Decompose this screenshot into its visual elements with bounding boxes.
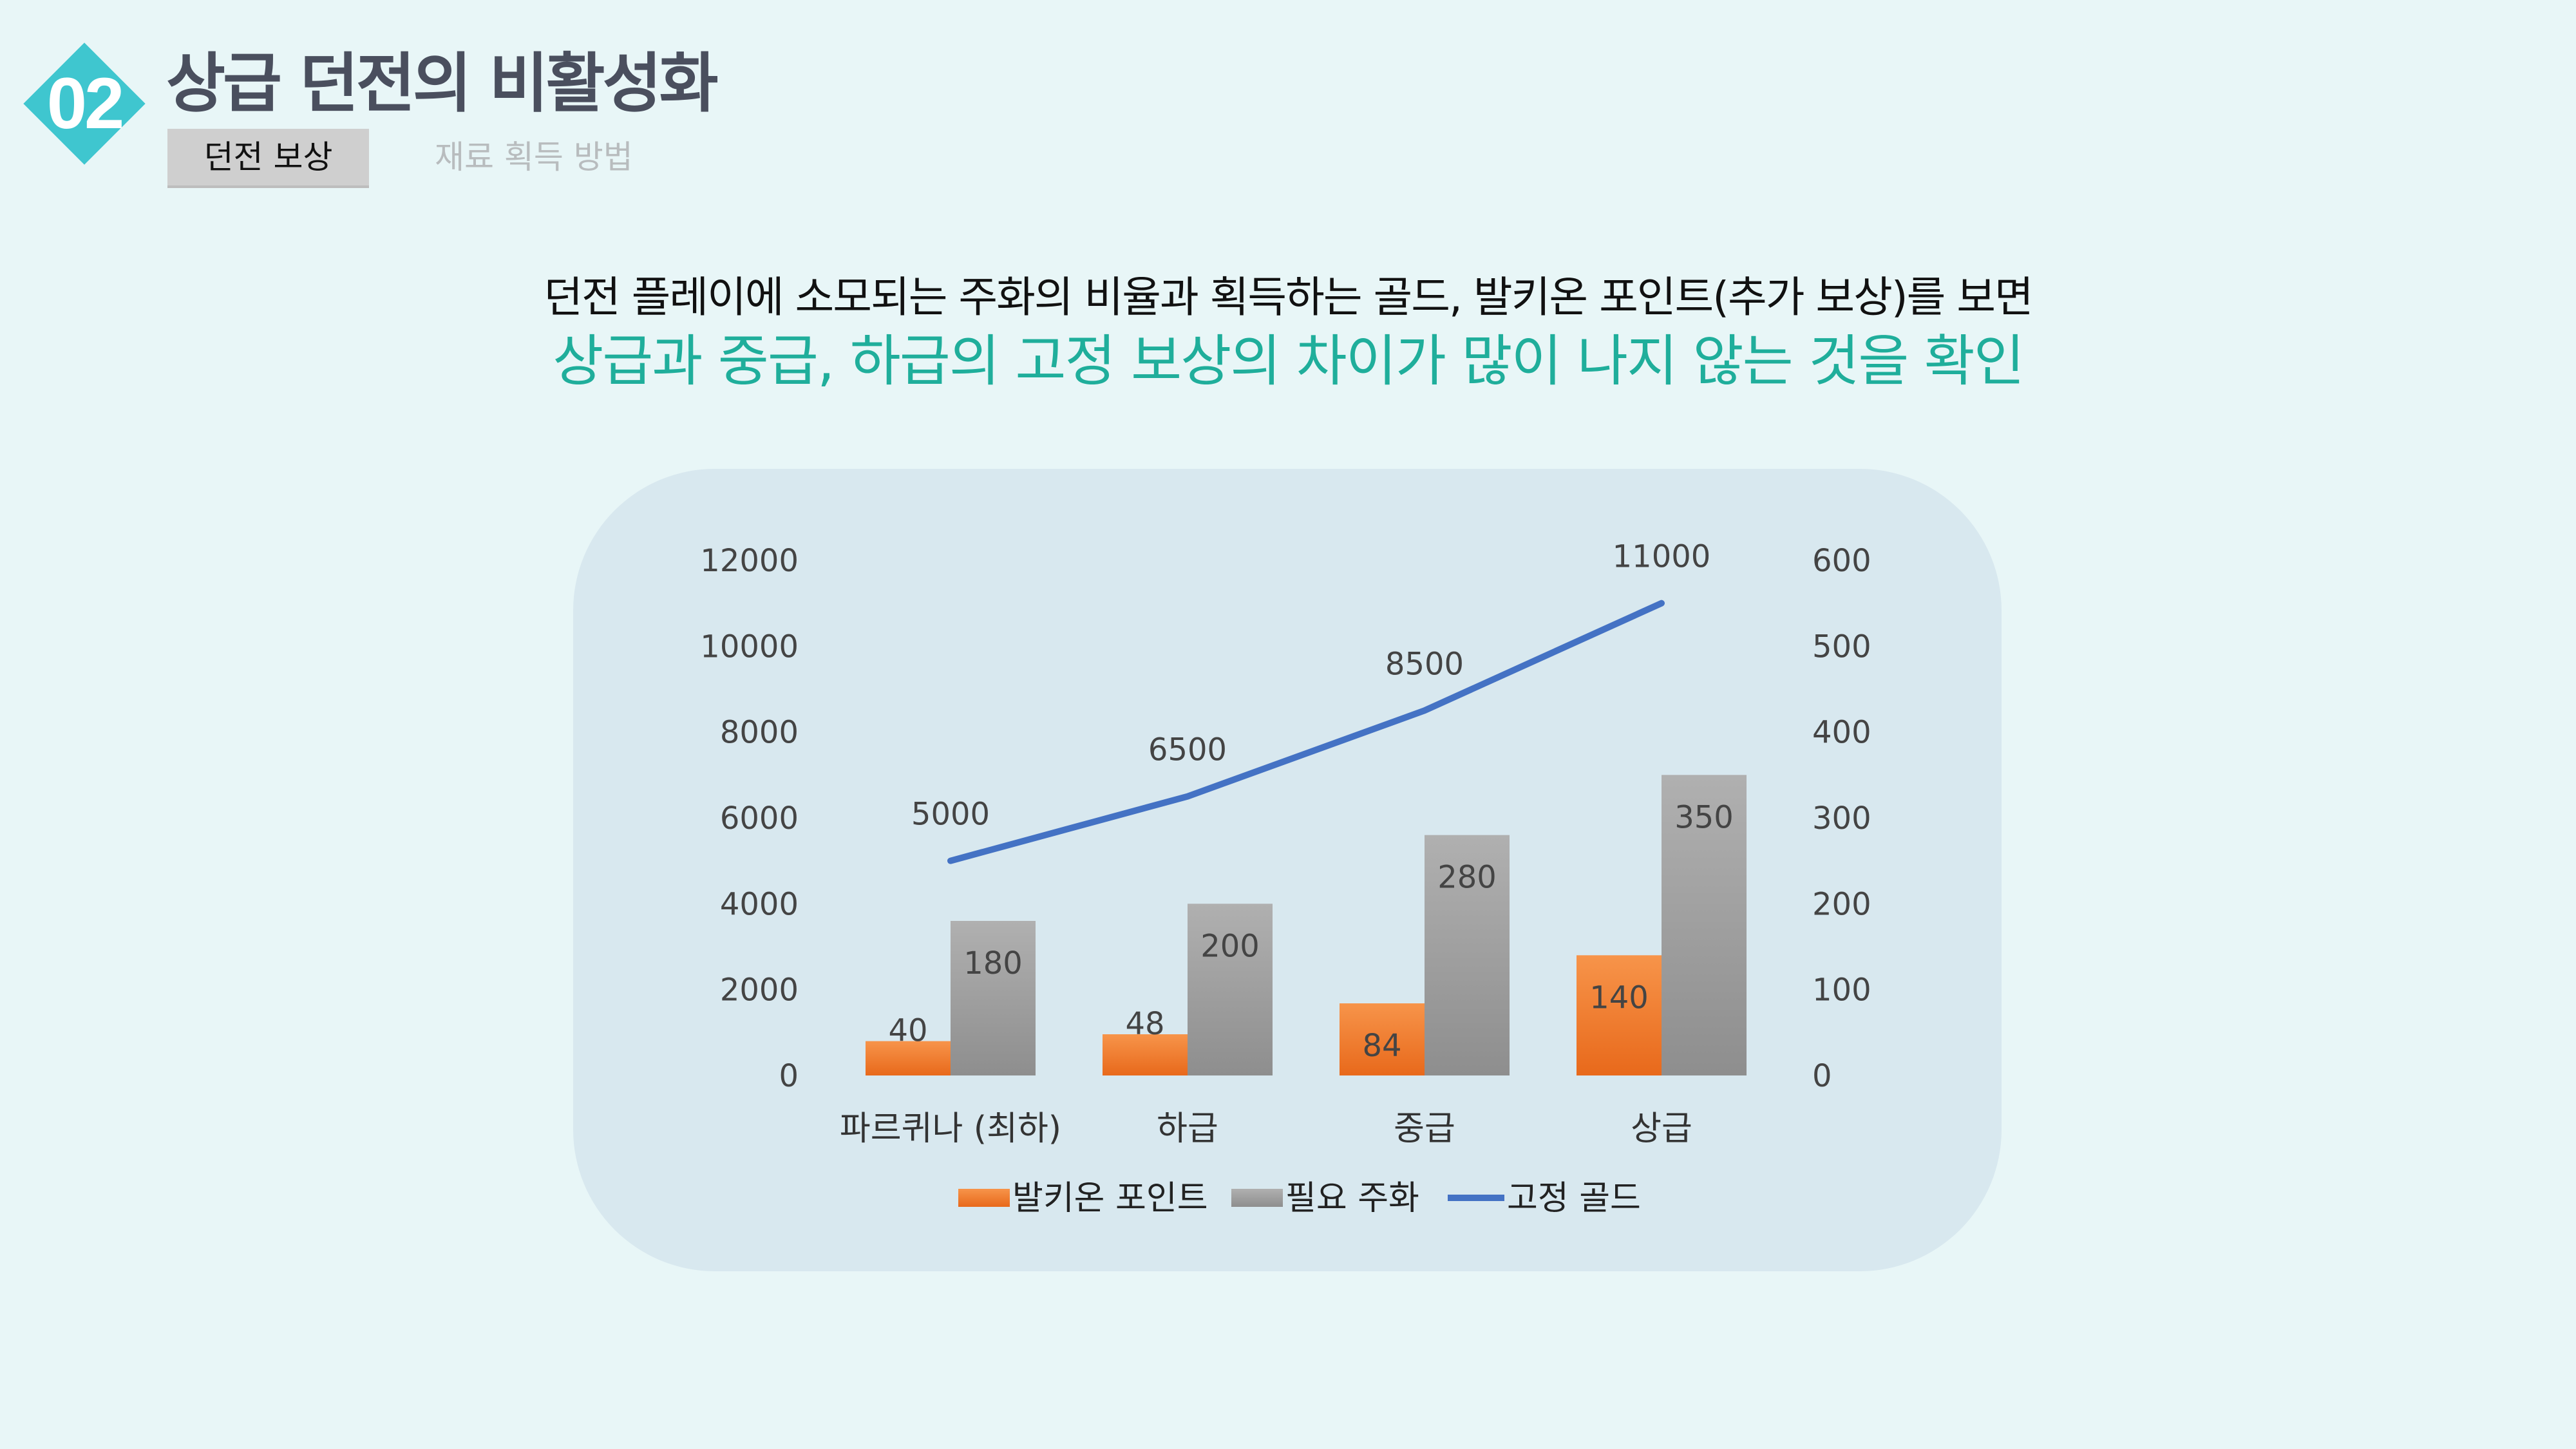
bar <box>1188 904 1273 1075</box>
bar-data-label: 40 <box>888 1013 927 1049</box>
line-series-path <box>947 600 1665 864</box>
legend-swatch <box>958 1189 1010 1207</box>
line-point <box>949 858 952 863</box>
category-label: 상급 <box>1631 1110 1692 1148</box>
tab-dungeon-rewards[interactable]: 던전 보상 <box>167 129 369 188</box>
bar-data-label: 350 <box>1674 799 1734 835</box>
category-label: 하급 <box>1157 1110 1218 1148</box>
line-data-label: 8500 <box>1385 646 1464 682</box>
line-data-label: 5000 <box>911 797 990 833</box>
right-axis-tick-label: 500 <box>1812 629 1871 665</box>
bar <box>1103 1034 1188 1075</box>
line-point <box>1423 708 1426 713</box>
legend-label: 발키온 포인트 <box>1012 1179 1208 1218</box>
bar-data-label: 84 <box>1362 1028 1401 1064</box>
legend-label: 필요 주화 <box>1285 1179 1419 1218</box>
left-axis-tick-label: 6000 <box>720 800 799 837</box>
chart-legend: 발키온 포인트 필요 주화 고정 골드 <box>958 1179 1641 1218</box>
line-series <box>947 600 1665 864</box>
chart-panel <box>573 469 2002 1271</box>
bar-series <box>866 775 1747 1075</box>
line-point <box>1186 794 1189 799</box>
right-axis-tick-label: 300 <box>1812 800 1871 837</box>
bar <box>866 1041 951 1075</box>
section-number-badge: 02 <box>23 43 146 165</box>
bar <box>1425 835 1510 1075</box>
left-axis-tick-label: 8000 <box>720 715 799 751</box>
tab-material-acquisition[interactable]: 재료 획득 방법 <box>435 138 633 176</box>
right-axis-tick-label: 200 <box>1812 886 1871 922</box>
right-axis: 0 100 200 300 400 500 600 <box>1812 543 1871 1094</box>
right-axis-tick-label: 0 <box>1812 1058 1832 1094</box>
bar-data-label: 280 <box>1437 860 1497 896</box>
right-axis-tick-label: 100 <box>1812 972 1871 1009</box>
bar-data-label: 180 <box>963 945 1023 981</box>
headline-conclusion: 상급과 중급, 하급의 고정 보상의 차이가 많이 나지 않는 것을 확인 <box>553 329 2025 393</box>
bar-data-label: 200 <box>1200 928 1260 964</box>
right-axis-tick-label: 400 <box>1812 715 1871 751</box>
bar <box>1662 775 1747 1075</box>
bar-data-label: 48 <box>1125 1006 1164 1042</box>
line-data-label: 11000 <box>1613 539 1711 575</box>
category-label: 파르퀴나 (최하) <box>840 1110 1061 1148</box>
section-number: 02 <box>46 63 125 144</box>
bar <box>1577 955 1662 1075</box>
left-axis: 0 2000 4000 6000 8000 10000 12000 <box>700 543 799 1094</box>
bar <box>1340 1003 1425 1075</box>
right-axis-tick-label: 600 <box>1812 543 1871 579</box>
category-labels: 파르퀴나 (최하) 하급 중급 상급 <box>840 1110 1692 1148</box>
page-title: 상급 던전의 비활성화 <box>166 46 719 121</box>
left-axis-tick-label: 10000 <box>700 629 799 665</box>
left-axis-tick-label: 0 <box>779 1058 799 1094</box>
legend-label: 고정 골드 <box>1507 1179 1641 1218</box>
category-label: 중급 <box>1394 1110 1455 1148</box>
line-data-label: 6500 <box>1148 732 1227 768</box>
left-axis-tick-label: 12000 <box>700 543 799 579</box>
line-point <box>1660 601 1663 605</box>
left-axis-tick-label: 2000 <box>720 972 799 1009</box>
bar-data-label: 140 <box>1589 980 1649 1016</box>
bar <box>951 921 1036 1075</box>
legend-swatch <box>1231 1189 1283 1207</box>
line-data-labels: 5000 6500 8500 11000 <box>911 539 1710 833</box>
headline-description: 던전 플레이에 소모되는 주화의 비율과 획득하는 골드, 발키온 포인트(추가… <box>544 272 2033 322</box>
left-axis-tick-label: 4000 <box>720 886 799 922</box>
bar-data-labels: 40 48 84 140 180 200 280 350 <box>888 799 1733 1064</box>
